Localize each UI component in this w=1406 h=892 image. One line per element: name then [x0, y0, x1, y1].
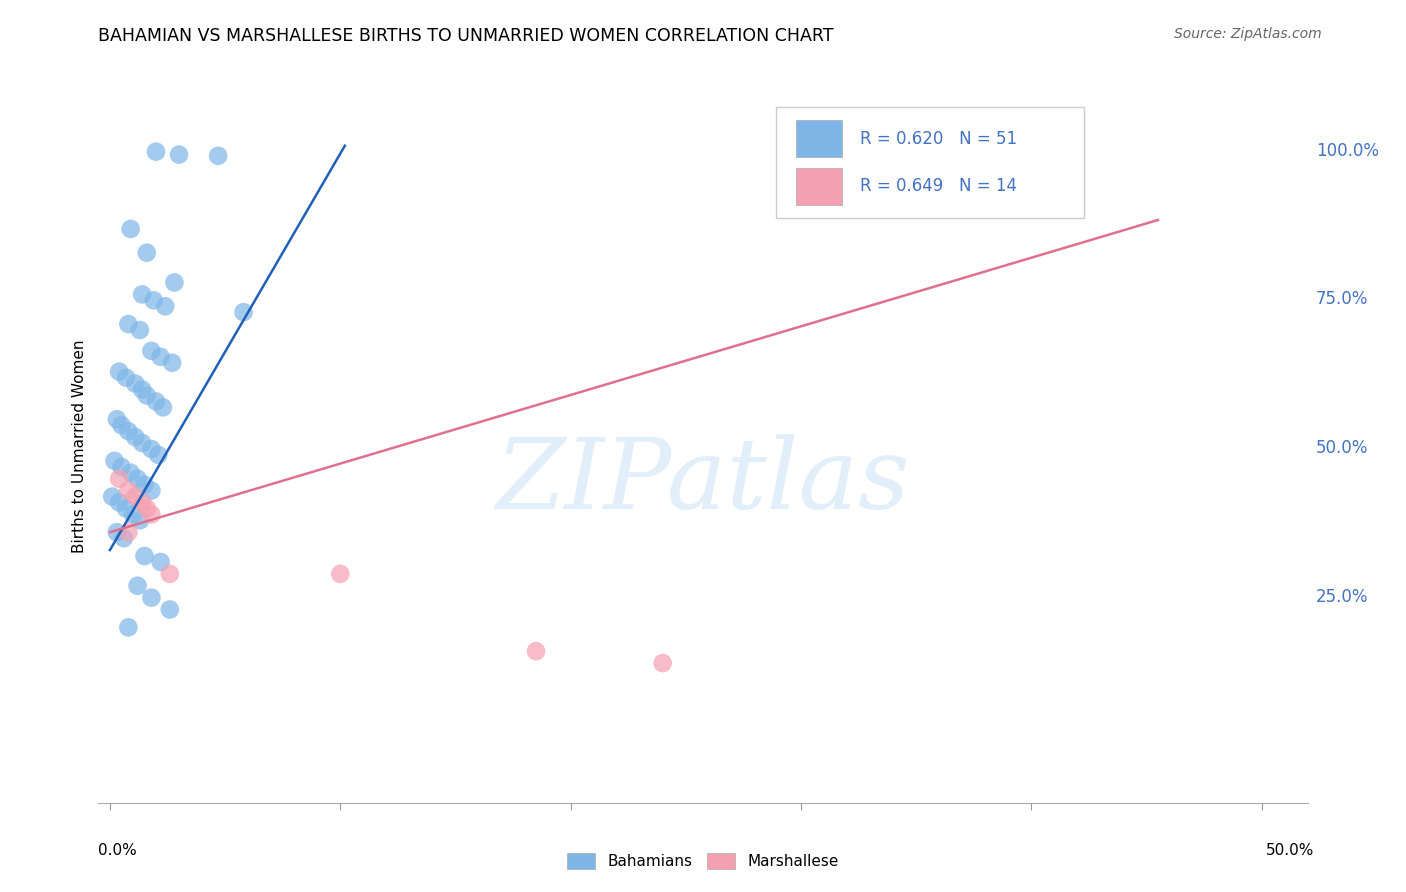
- Point: [117, 620, 139, 634]
- Point: [141, 483, 163, 498]
- Bar: [796, 168, 842, 204]
- Point: [141, 442, 163, 456]
- Point: [159, 566, 181, 581]
- Point: [105, 525, 128, 540]
- Point: [122, 508, 145, 522]
- Point: [128, 323, 150, 337]
- Point: [117, 483, 139, 498]
- Point: [651, 656, 673, 670]
- Text: 50.0%: 50.0%: [1267, 843, 1315, 858]
- Point: [134, 549, 156, 563]
- Point: [105, 412, 128, 426]
- Point: [149, 555, 172, 569]
- Point: [145, 394, 167, 409]
- Point: [167, 147, 190, 161]
- Point: [135, 388, 157, 402]
- Point: [135, 245, 157, 260]
- Bar: [796, 120, 842, 157]
- Point: [124, 430, 146, 444]
- Point: [131, 287, 153, 301]
- Point: [149, 350, 172, 364]
- Point: [329, 566, 352, 581]
- Point: [134, 477, 156, 491]
- Point: [128, 513, 150, 527]
- Point: [131, 436, 153, 450]
- Point: [152, 401, 174, 415]
- Point: [108, 365, 131, 379]
- Point: [124, 376, 146, 391]
- Text: 0.0%: 0.0%: [98, 843, 138, 858]
- Point: [127, 472, 149, 486]
- Point: [101, 490, 124, 504]
- Point: [135, 501, 157, 516]
- Point: [103, 454, 125, 468]
- Point: [232, 305, 254, 319]
- Point: [141, 591, 163, 605]
- Text: R = 0.649   N = 14: R = 0.649 N = 14: [860, 178, 1017, 195]
- Point: [110, 418, 132, 433]
- Text: ZIPatlas: ZIPatlas: [496, 434, 910, 529]
- Point: [120, 466, 142, 480]
- Point: [148, 448, 170, 462]
- Point: [108, 495, 131, 509]
- Legend: Bahamians, Marshallese: Bahamians, Marshallese: [561, 847, 845, 875]
- Point: [117, 424, 139, 438]
- Point: [112, 531, 135, 545]
- Point: [155, 299, 177, 313]
- Y-axis label: Births to Unmarried Women: Births to Unmarried Women: [72, 339, 87, 553]
- Text: Source: ZipAtlas.com: Source: ZipAtlas.com: [1174, 27, 1322, 41]
- Text: BAHAMIAN VS MARSHALLESE BIRTHS TO UNMARRIED WOMEN CORRELATION CHART: BAHAMIAN VS MARSHALLESE BIRTHS TO UNMARR…: [98, 27, 834, 45]
- Point: [163, 276, 186, 290]
- Text: R = 0.620   N = 51: R = 0.620 N = 51: [860, 129, 1018, 147]
- Point: [145, 145, 167, 159]
- FancyBboxPatch shape: [776, 107, 1084, 218]
- Point: [160, 356, 183, 370]
- Point: [117, 317, 139, 331]
- Point: [986, 189, 1008, 203]
- Point: [131, 383, 153, 397]
- Point: [124, 490, 146, 504]
- Point: [115, 501, 138, 516]
- Point: [207, 149, 229, 163]
- Point: [120, 222, 142, 236]
- Point: [117, 525, 139, 540]
- Point: [110, 459, 132, 474]
- Point: [141, 343, 163, 358]
- Point: [524, 644, 547, 658]
- Point: [159, 602, 181, 616]
- Point: [127, 579, 149, 593]
- Point: [141, 508, 163, 522]
- Point: [131, 495, 153, 509]
- Point: [108, 472, 131, 486]
- Point: [115, 370, 138, 384]
- Point: [142, 293, 165, 308]
